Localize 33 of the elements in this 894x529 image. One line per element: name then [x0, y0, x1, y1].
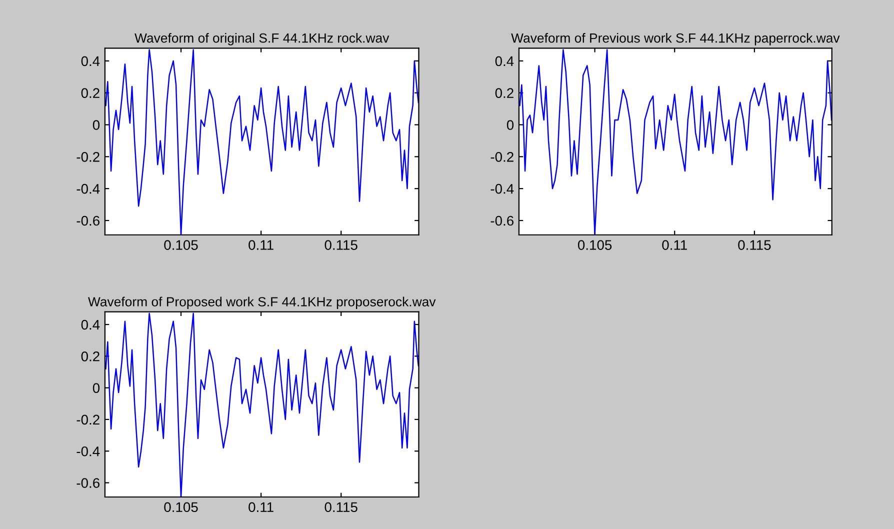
x-tick-label: 0.105	[578, 240, 612, 250]
x-tick-label: 0.11	[662, 240, 687, 250]
chart-title: Waveform of original S.F 44.1KHz rock.wav	[134, 33, 390, 46]
y-tick-label: -0.2	[490, 152, 514, 162]
y-tick-label: -0.4	[76, 446, 100, 456]
line-series	[105, 312, 419, 497]
y-tick-label: -0.4	[76, 184, 100, 194]
x-tick-label: 0.115	[738, 240, 771, 250]
y-tick-label: -0.2	[76, 152, 100, 162]
chart-title: Waveform of Proposed work S.F 44.1KHz proposerock.wav	[88, 296, 436, 310]
y-tick-label: -0.2	[76, 414, 100, 425]
y-tick-label: 0	[506, 120, 514, 130]
line-series	[519, 49, 832, 235]
x-tick-label: 0.115	[324, 502, 358, 512]
y-tick-label: 0.2	[81, 88, 100, 98]
y-tick-label: 0.4	[81, 320, 100, 330]
x-tick-label: 0.11	[248, 240, 274, 250]
y-tick-label: -0.6	[490, 216, 514, 226]
line-series	[105, 49, 419, 235]
chart-title: Waveform of Previous work S.F 44.1KHz paperrock.wav	[511, 33, 840, 46]
x-tick-label: 0.105	[164, 502, 198, 512]
x-tick-label: 0.105	[164, 240, 198, 250]
y-tick-label: 0.2	[495, 88, 514, 98]
y-tick-label: 0	[92, 383, 100, 393]
y-tick-label: 0.2	[81, 351, 100, 362]
y-tick-label: -0.6	[76, 216, 100, 226]
y-tick-label: 0	[92, 120, 100, 130]
x-tick-label: 0.11	[248, 502, 274, 512]
y-tick-label: -0.4	[490, 184, 514, 194]
x-tick-label: 0.115	[324, 240, 358, 250]
y-tick-label: 0.4	[81, 56, 100, 66]
y-tick-label: 0.4	[495, 56, 514, 66]
y-tick-label: -0.6	[76, 478, 100, 488]
